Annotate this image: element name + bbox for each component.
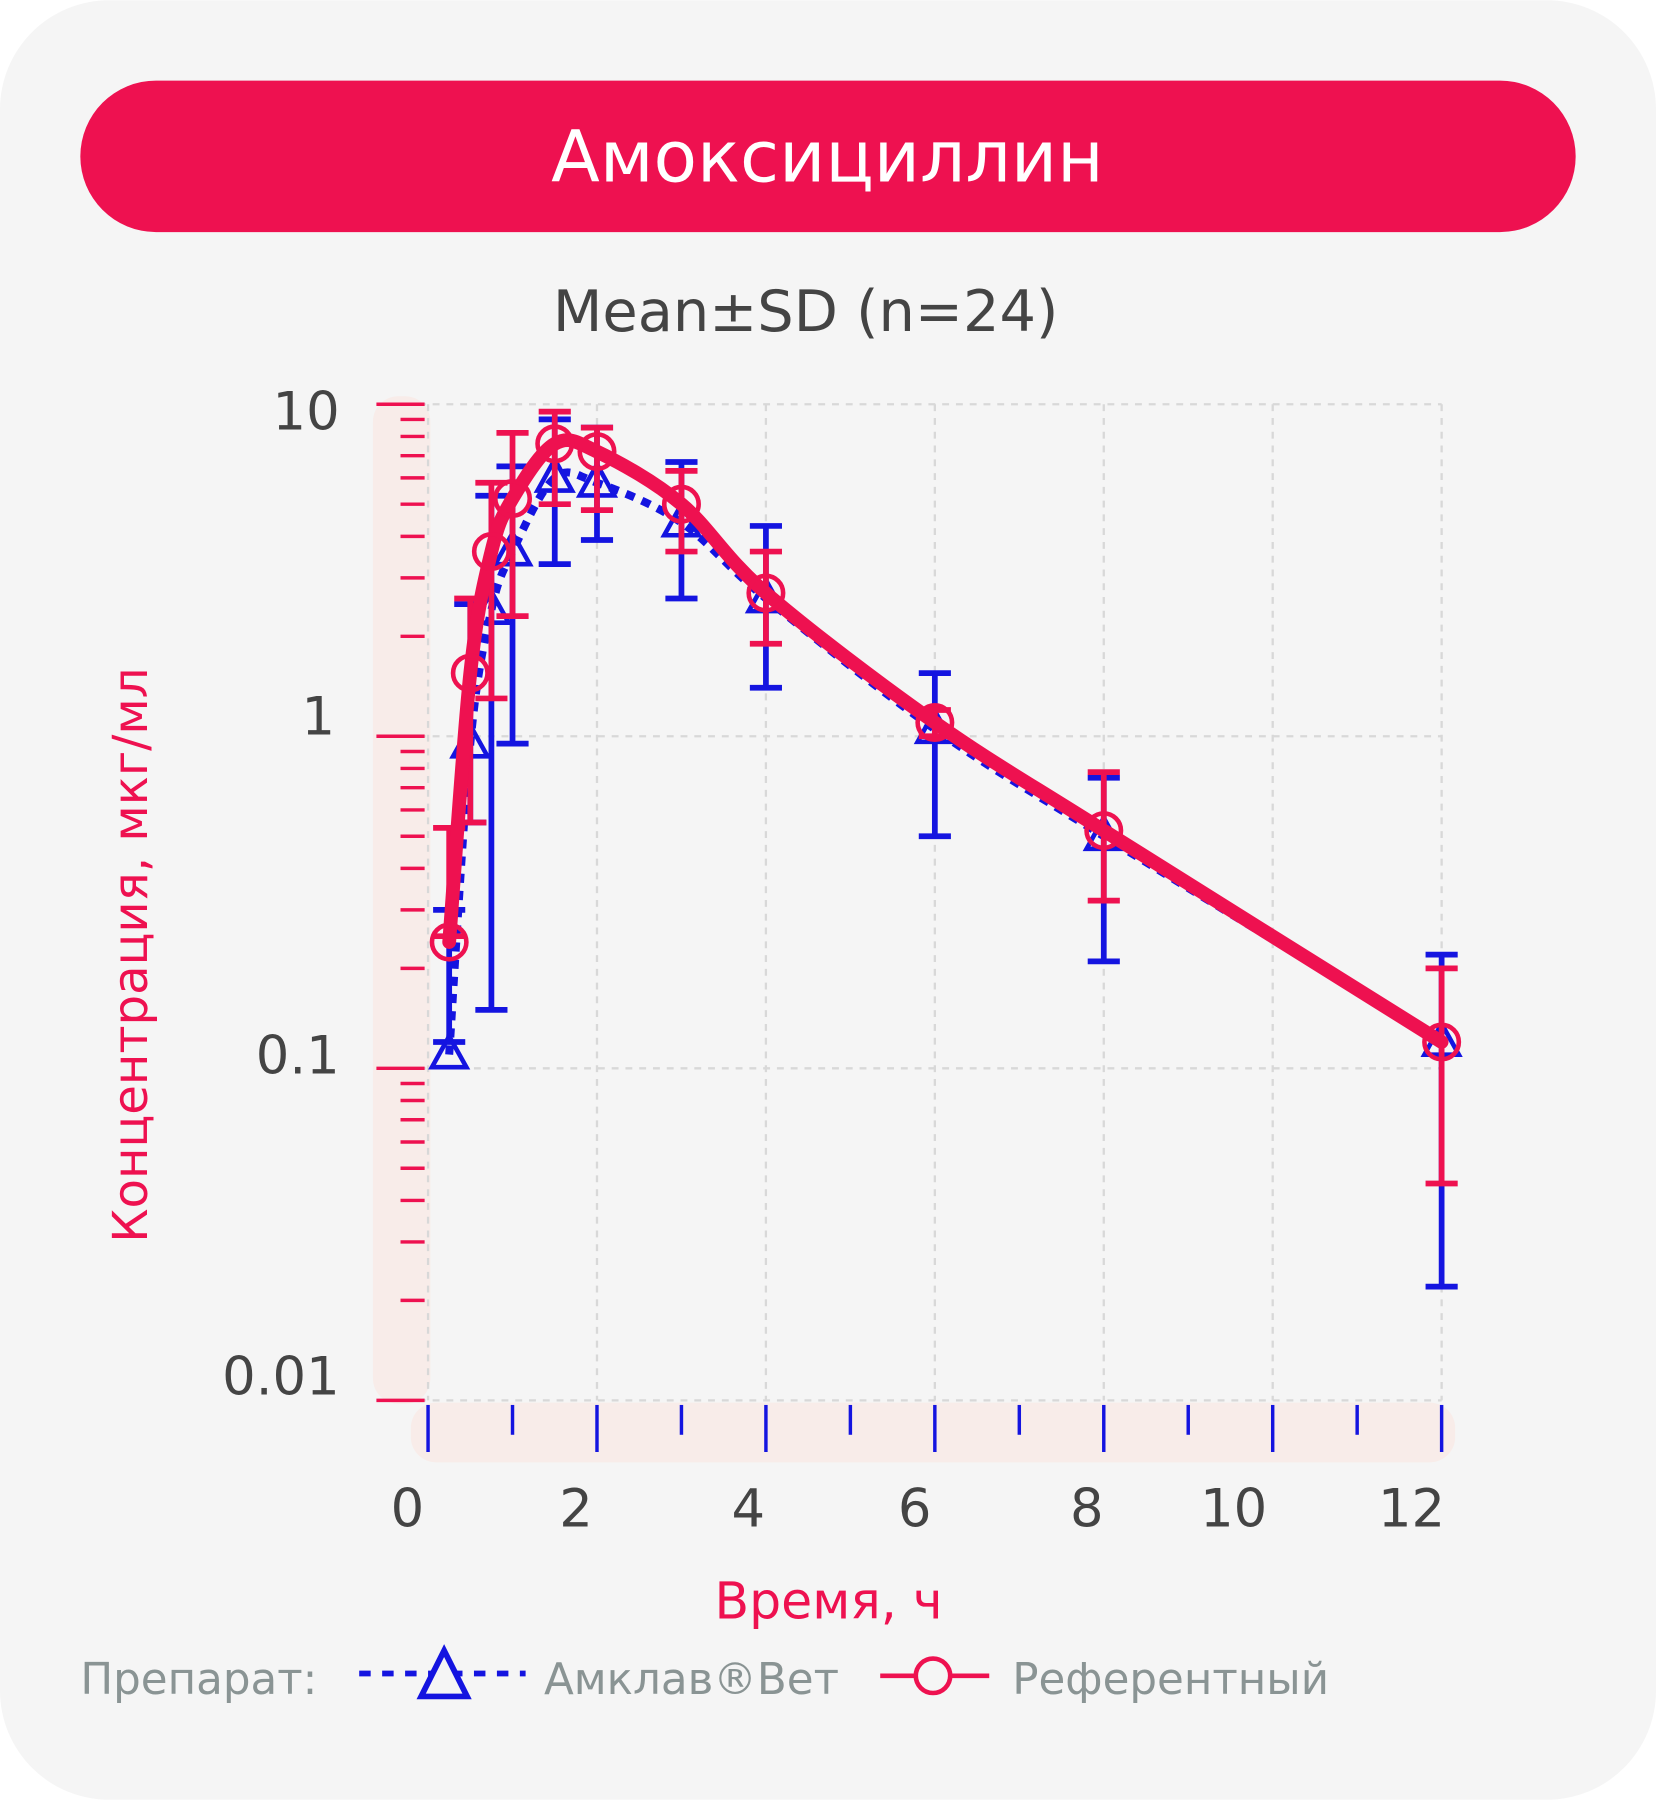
data-point-circle xyxy=(471,532,511,572)
x-axis-label: Время, ч xyxy=(715,1571,943,1630)
x-axis-ticks xyxy=(426,1404,1444,1453)
legend-reference-label: Референтный xyxy=(1012,1655,1329,1705)
data-point-circle xyxy=(661,484,701,524)
y-axis-band xyxy=(372,396,431,1404)
y-tick-label: 1 xyxy=(302,687,336,748)
data-point-circle xyxy=(450,653,490,693)
y-tick-labels: 0.01 0.1 1 10 xyxy=(222,381,340,1407)
chart-title: Амоксициллин xyxy=(551,116,1104,199)
y-tick-label: 0.1 xyxy=(256,1025,340,1086)
x-tick-label: 10 xyxy=(1200,1479,1267,1540)
x-tick-label: 6 xyxy=(898,1479,932,1540)
y-axis-label: Концентрация, мкг/мл xyxy=(103,667,159,1242)
x-tick-label: 2 xyxy=(559,1479,593,1540)
x-tick-label: 4 xyxy=(731,1479,765,1540)
x-axis-band xyxy=(410,1402,1456,1463)
x-tick-labels: 0 2 4 6 8 10 12 xyxy=(391,1479,1446,1540)
x-tick-label: 12 xyxy=(1378,1479,1445,1540)
data-point-circle xyxy=(746,573,786,613)
series-reference xyxy=(429,408,1462,1187)
legend-triangle-icon xyxy=(416,1644,472,1700)
data-point-circle xyxy=(1422,1022,1462,1062)
data-point-circle xyxy=(915,703,955,743)
series-line xyxy=(442,433,1449,1049)
data-point-circle xyxy=(535,424,575,464)
title-banner xyxy=(80,80,1576,233)
y-axis-ticks xyxy=(376,402,425,1403)
legend-test-label: Амклав®Вет xyxy=(544,1655,839,1705)
y-tick-label: 10 xyxy=(273,381,340,442)
y-tick-label: 0.01 xyxy=(222,1347,340,1408)
data-point-circle xyxy=(493,479,533,519)
x-tick-label: 8 xyxy=(1070,1479,1104,1540)
chart-subtitle: Mean±SD (n=24) xyxy=(553,278,1058,345)
x-tick-label: 0 xyxy=(391,1479,425,1540)
legend: Препарат: Амклав®Вет Референтный xyxy=(80,1644,1329,1705)
legend-title: Препарат: xyxy=(80,1655,317,1705)
data-point-circle xyxy=(429,922,469,962)
data-point-circle xyxy=(577,432,617,472)
series-layer xyxy=(428,408,1463,1290)
data-point-circle xyxy=(1084,811,1124,851)
data-point-triangle xyxy=(428,1031,471,1070)
legend-circle-icon xyxy=(913,1656,953,1696)
